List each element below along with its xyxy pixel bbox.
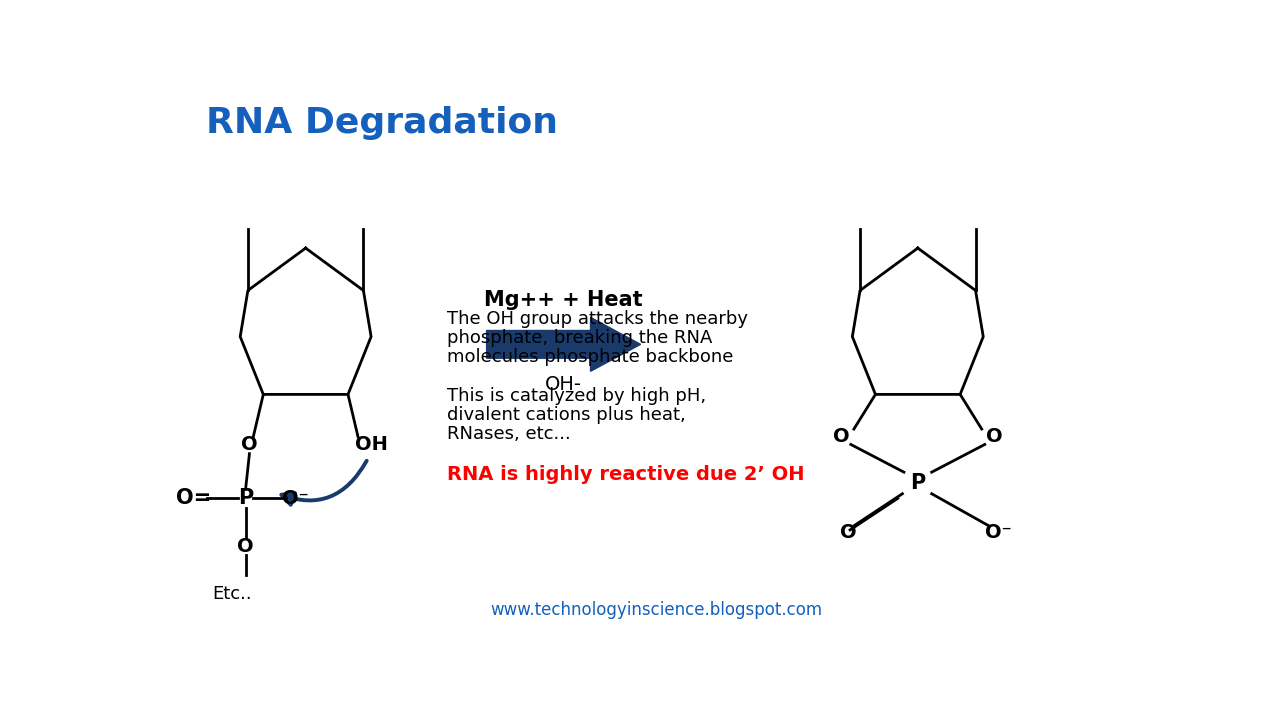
Text: O: O	[237, 536, 253, 556]
Text: O: O	[986, 427, 1002, 446]
Text: RNases, etc...: RNases, etc...	[447, 426, 571, 444]
Text: O: O	[241, 435, 257, 454]
Text: O: O	[840, 523, 856, 542]
Text: The OH group attacks the nearby: The OH group attacks the nearby	[447, 310, 748, 328]
Text: O⁻: O⁻	[283, 489, 308, 508]
Text: molecules phosphate backbone: molecules phosphate backbone	[447, 348, 733, 366]
Text: O=: O=	[175, 488, 211, 508]
Text: OH-: OH-	[545, 375, 582, 394]
Text: divalent cations plus heat,: divalent cations plus heat,	[447, 406, 685, 424]
Text: www.technologyinscience.blogspot.com: www.technologyinscience.blogspot.com	[490, 601, 822, 619]
Text: OH: OH	[355, 435, 388, 454]
Text: RNA is highly reactive due 2’ OH: RNA is highly reactive due 2’ OH	[447, 465, 804, 485]
Text: O⁻: O⁻	[986, 523, 1012, 542]
Text: P: P	[238, 488, 253, 508]
Polygon shape	[486, 318, 640, 372]
Text: This is catalyzed by high pH,: This is catalyzed by high pH,	[447, 387, 705, 405]
Text: RNA Degradation: RNA Degradation	[206, 106, 558, 140]
FancyArrowPatch shape	[282, 461, 366, 505]
Text: phosphate, breaking the RNA: phosphate, breaking the RNA	[447, 329, 712, 347]
Text: Mg++ + Heat: Mg++ + Heat	[484, 289, 643, 310]
Text: P: P	[910, 473, 925, 493]
Text: Etc..: Etc..	[212, 585, 252, 603]
Text: O: O	[833, 427, 850, 446]
